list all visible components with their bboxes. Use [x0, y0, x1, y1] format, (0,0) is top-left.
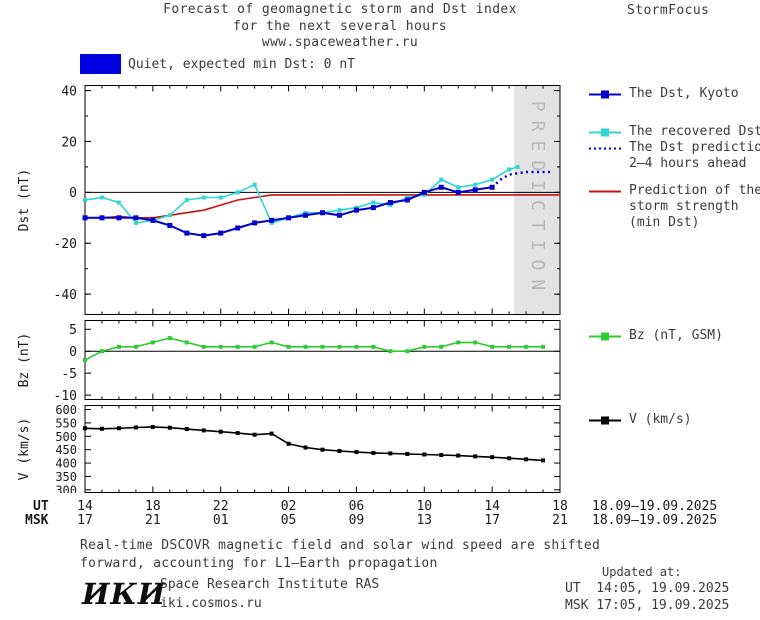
iki-url: iki.cosmos.ru	[160, 596, 262, 611]
x-tick-label: 05	[280, 513, 297, 528]
svg-text:-40: -40	[54, 288, 77, 303]
title-line-2: for the next several hours	[233, 18, 447, 34]
x-tick-label: 21	[145, 513, 161, 528]
ut-date-range: 18.09–19.09.2025	[592, 499, 718, 514]
msk-date-range: 18.09–19.09.2025	[592, 513, 718, 528]
legend-recovered-dst: The recovered Dst	[588, 124, 760, 142]
svg-text:500: 500	[55, 430, 77, 444]
title-line-1: Forecast of geomagnetic storm and Dst in…	[163, 2, 517, 17]
svg-text:-20: -20	[54, 237, 77, 252]
recovered-dst-marker-icon	[588, 127, 622, 142]
x-tick-label: 17	[484, 513, 500, 528]
v-marker-icon	[588, 415, 622, 430]
legend-bz-label: Bz (nT, GSM)	[629, 328, 723, 343]
x-tick-label: 18	[552, 499, 568, 514]
svg-text:5: 5	[69, 323, 77, 338]
x-tick-label: 13	[416, 513, 433, 528]
x-tick-label: 21	[552, 513, 568, 528]
svg-text:-5: -5	[61, 367, 77, 382]
svg-text:600: 600	[55, 405, 77, 417]
x-tick-label: 01	[212, 513, 229, 528]
svg-text:0: 0	[69, 345, 77, 360]
legend-v-label: V (km/s)	[629, 412, 692, 427]
iki-logo: ИКИ	[82, 577, 167, 611]
legend-dst-prediction-line2: 2–4 hours ahead	[629, 156, 747, 171]
ut-row-label: UT	[33, 499, 49, 514]
spaceweather-url: www.spaceweather.ru	[261, 35, 419, 50]
x-tick-label: 02	[280, 499, 297, 514]
svg-text:550: 550	[55, 416, 77, 430]
dst-prediction-marker-icon	[588, 143, 622, 158]
svg-text:20: 20	[61, 135, 77, 150]
x-tick-label: 10	[416, 499, 433, 514]
updated-ut-time: UT 14:05, 19.09.2025	[565, 581, 730, 596]
dst-chart: PREDICTION 40 20 0 -20 -40 Dst (nT)	[17, 85, 561, 315]
svg-text:0: 0	[69, 186, 77, 201]
legend-bz: Bz (nT, GSM)	[588, 328, 723, 346]
svg-text:V (km/s): V (km/s)	[17, 418, 32, 481]
legend-recovered-dst-label: The recovered Dst	[629, 124, 760, 139]
svg-text:350: 350	[55, 470, 77, 484]
legend-dst-prediction-label: The Dst prediction 2–4 hours ahead	[629, 140, 760, 172]
legend-dst-prediction-line1: The Dst prediction	[629, 140, 760, 155]
svg-text:-10: -10	[54, 389, 77, 400]
bz-marker-icon	[588, 331, 622, 346]
legend-dst-kyoto: The Dst, Kyoto	[588, 86, 739, 104]
x-tick-label: 06	[348, 499, 365, 514]
x-tick-label: 22	[212, 499, 229, 514]
page-title: Forecast of geomagnetic storm and Dst in…	[125, 2, 555, 52]
legend-dst-kyoto-label: The Dst, Kyoto	[629, 86, 739, 101]
quiet-status-label: Quiet, expected min Dst: 0 nT	[128, 57, 355, 72]
xaxis-ut-row: 14 18 22 02 06 10 14 18	[0, 499, 760, 514]
msk-row-label: MSK	[25, 513, 49, 528]
svg-text:Bz (nT): Bz (nT)	[17, 333, 32, 388]
brand-stormfocus: StormFocus	[627, 3, 710, 18]
svg-text:400: 400	[55, 457, 77, 471]
legend-storm-strength-label: Prediction of the storm strength (min Ds…	[629, 183, 760, 231]
institute-name: Space Research Institute RAS	[160, 577, 380, 592]
updated-at-label: Updated at:	[602, 565, 682, 579]
svg-text:PREDICTION: PREDICTION	[527, 101, 548, 299]
xaxis-msk-row: 17 21 01 05 09 13 17 21	[0, 513, 760, 528]
footnote: Real-time DSCOVR magnetic field and sola…	[80, 537, 600, 572]
x-tick-label: 18	[145, 499, 161, 514]
bz-chart: 5 0 -5 -10 Bz (nT)	[17, 320, 561, 400]
dst-kyoto-marker-icon	[588, 89, 622, 104]
legend-storm-strength: Prediction of the storm strength (min Ds…	[588, 183, 760, 231]
footnote-line-1: Real-time DSCOVR magnetic field and sola…	[80, 538, 601, 553]
x-tick-label: 14	[77, 499, 93, 514]
legend-storm-strength-line3: (min Dst)	[629, 215, 700, 230]
svg-text:40: 40	[61, 85, 77, 99]
storm-strength-marker-icon	[588, 186, 622, 201]
quiet-status-swatch	[80, 54, 121, 74]
legend-storm-strength-line1: Prediction of the	[629, 183, 760, 198]
footnote-line-2: forward, accounting for L1–Earth propaga…	[80, 555, 438, 571]
legend-storm-strength-line2: storm strength	[629, 199, 739, 214]
svg-text:300: 300	[55, 483, 77, 493]
svg-text:Dst (nT): Dst (nT)	[17, 169, 32, 232]
x-tick-label: 14	[484, 499, 500, 514]
legend-v: V (km/s)	[588, 412, 692, 430]
legend-dst-prediction: The Dst prediction 2–4 hours ahead	[588, 140, 760, 172]
x-tick-label: 09	[348, 513, 365, 528]
updated-msk-time: MSK 17:05, 19.09.2025	[565, 598, 730, 613]
svg-text:450: 450	[55, 443, 77, 457]
x-tick-label: 17	[77, 513, 93, 528]
